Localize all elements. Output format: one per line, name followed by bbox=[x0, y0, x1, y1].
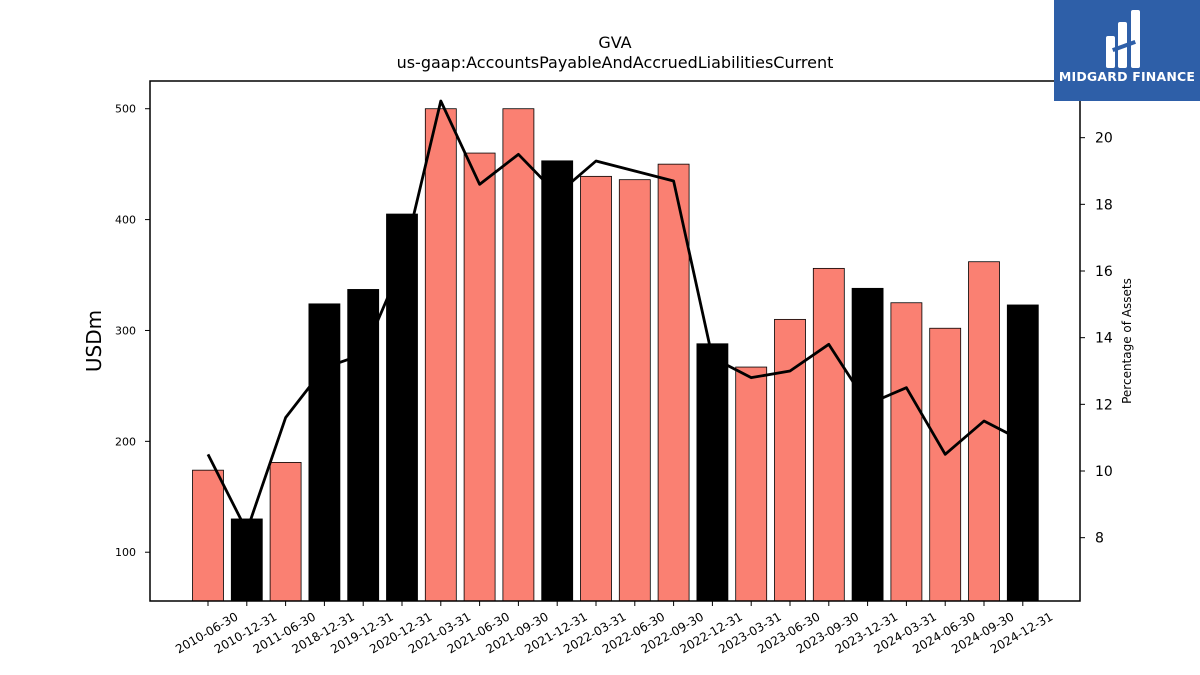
y-tick-label: 100 bbox=[115, 546, 136, 559]
bar-2018-12-31 bbox=[308, 303, 341, 602]
line-layer bbox=[206, 99, 1024, 533]
y-tick-label: 300 bbox=[115, 324, 136, 337]
y-tick-label: 400 bbox=[115, 214, 136, 227]
bar-2022-03-31 bbox=[580, 175, 612, 602]
bar-2021-12-31 bbox=[541, 160, 574, 602]
y2-tick-label: 8 bbox=[1095, 531, 1104, 547]
y2-tick-label: 16 bbox=[1095, 264, 1113, 280]
bar-2023-09-30 bbox=[812, 267, 845, 602]
bar-2023-12-31 bbox=[851, 287, 884, 602]
bar-2024-06-30 bbox=[929, 327, 962, 602]
midgard-finance-logo: MIDGARD FINANCE bbox=[1054, 0, 1200, 101]
bar-2023-06-30 bbox=[774, 318, 806, 602]
bars-group bbox=[192, 108, 1039, 602]
y-axis-label: USDm bbox=[82, 310, 106, 372]
bar-2021-03-31 bbox=[424, 108, 457, 602]
y2-axis-label: Percentage of Assets bbox=[1120, 278, 1134, 404]
bar-2022-12-31 bbox=[696, 343, 729, 602]
y2-tick-label: 10 bbox=[1095, 464, 1113, 480]
bar-2024-03-31 bbox=[890, 302, 923, 602]
y2-tick-label: 20 bbox=[1095, 131, 1113, 147]
midgard-logo-icon bbox=[1106, 10, 1140, 68]
bar-2011-06-30 bbox=[269, 462, 302, 602]
x-axis: 2010-06-302010-12-312011-06-302018-12-31… bbox=[173, 601, 1055, 656]
y2-axis: 8 10 12 14 16 18 20 bbox=[1080, 131, 1113, 547]
bar-2019-12-31 bbox=[347, 289, 380, 602]
y2-tick-label: 12 bbox=[1095, 397, 1113, 413]
bar-2022-09-30 bbox=[657, 163, 690, 602]
y-tick-label: 500 bbox=[115, 103, 136, 116]
bar-2023-03-31 bbox=[735, 366, 768, 602]
bar-2024-12-31 bbox=[1006, 304, 1039, 602]
chart-title: GVA bbox=[598, 33, 631, 52]
logo-text: MIDGARD FINANCE bbox=[1058, 69, 1196, 84]
y-tick-label: 200 bbox=[115, 435, 136, 448]
bar-2010-06-30 bbox=[192, 469, 224, 602]
percentage-line bbox=[206, 99, 1024, 533]
plot-frame bbox=[149, 80, 1081, 602]
bar-2021-06-30 bbox=[463, 152, 496, 602]
y-axis: 100 200 300 400 500 bbox=[115, 103, 150, 559]
bar-2010-12-31 bbox=[230, 518, 263, 602]
y2-tick-label: 14 bbox=[1095, 331, 1113, 347]
bar-2020-12-31 bbox=[386, 213, 418, 602]
bar-2022-06-30 bbox=[618, 179, 651, 602]
chart-subtitle: us-gaap:AccountsPayableAndAccruedLiabili… bbox=[397, 53, 834, 72]
y2-tick-label: 18 bbox=[1095, 197, 1113, 213]
bar-2021-09-30 bbox=[502, 108, 535, 602]
